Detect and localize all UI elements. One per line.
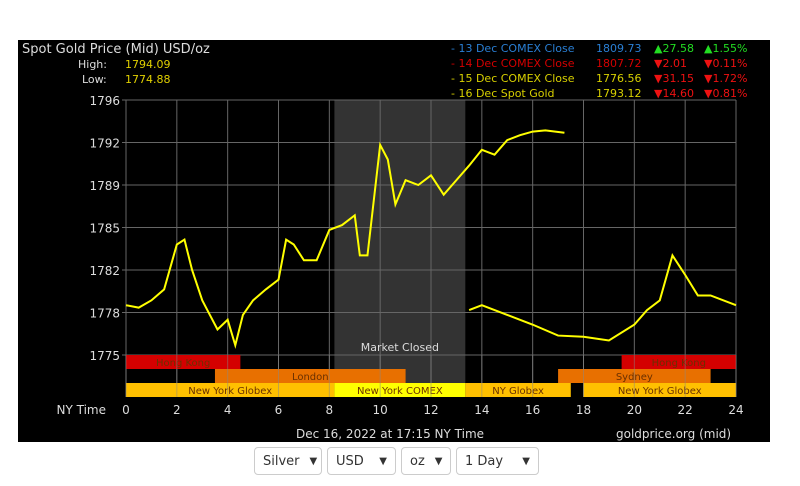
timeframe-value: 1 Day [465,453,504,469]
legend-label: - 13 Dec COMEX Close [451,42,575,55]
timeframe-select[interactable]: 1 Day ▼ [456,447,539,475]
chevron-down-icon: ▼ [522,455,530,467]
market-closed-label: Market Closed [361,341,439,354]
legend-price: 1776.56 [596,72,642,85]
legend-change: ▼2.01 [654,57,687,70]
legend-price: 1809.73 [596,42,642,55]
unit-select[interactable]: oz ▼ [401,447,451,475]
high-value: 1794.09 [125,58,171,71]
x-tick-label: 24 [728,403,743,417]
session-bar [621,355,736,369]
x-tick-label: 10 [373,403,388,417]
x-tick-label: 8 [326,403,334,417]
legend-price: 1807.72 [596,57,642,70]
legend-label: - 15 Dec COMEX Close [451,72,575,85]
x-tick-label: 22 [678,403,693,417]
session-label: New York Globex [188,386,272,397]
market-closed-band [334,100,466,397]
x-tick-label: 2 [173,403,181,417]
legend-label: - 16 Dec Spot Gold [451,87,555,100]
x-tick-label: 16 [525,403,540,417]
session-bar [465,383,571,397]
legend-change: ▲27.58 [654,42,694,55]
timestamp: Dec 16, 2022 at 17:15 NY Time [296,427,485,441]
y-tick-label: 1785 [89,222,120,236]
metal-select[interactable]: Silver ▼ [254,447,322,475]
session-bar [214,369,406,383]
chevron-down-icon: ▼ [379,455,387,467]
legend-change: ▼31.15 [654,72,694,85]
x-tick-label: 4 [224,403,232,417]
session-label: Hong Kong [156,358,210,369]
metal-value: Silver [263,453,300,469]
y-tick-label: 1782 [89,264,120,278]
legend-price: 1793.12 [596,87,642,100]
chart-panel: Spot Gold Price (Mid) USD/oz High: 1794.… [18,40,770,442]
currency-select[interactable]: USD ▼ [327,447,396,475]
high-label: High: [78,58,107,71]
legend-percent: ▼0.81% [704,87,748,100]
y-tick-label: 1778 [89,307,120,321]
legend-percent: ▲1.55% [704,42,748,55]
legend-label: - 14 Dec COMEX Close [451,57,575,70]
session-bar [126,383,335,397]
x-tick-label: 20 [627,403,642,417]
legend-percent: ▼1.72% [704,72,748,85]
controls: Silver ▼ USD ▼ oz ▼ 1 Day ▼ [254,447,539,475]
session-label: New York Globex [618,386,702,397]
x-tick-label: 12 [423,403,438,417]
x-tick-label: 6 [275,403,283,417]
low-value: 1774.88 [125,73,171,86]
session-bar [583,383,736,397]
y-tick-label: 1789 [89,179,120,193]
price-line [125,129,565,350]
x-axis-label: NY Time [57,403,107,417]
chart-title: Spot Gold Price (Mid) USD/oz [22,42,210,57]
session-label: Hong Kong [652,358,706,369]
chevron-down-icon: ▼ [309,455,318,467]
x-tick-label: 14 [474,403,489,417]
unit-value: oz [410,453,425,469]
legend-percent: ▼0.11% [704,57,748,70]
y-tick-label: 1775 [89,349,120,363]
session-label: NY Globex [492,386,544,397]
legend-change: ▼14.60 [654,87,694,100]
y-tick-label: 1796 [89,94,120,108]
currency-value: USD [336,453,364,469]
source-label: goldprice.org (mid) [616,427,732,441]
session-label: London [292,372,329,383]
x-tick-label: 0 [122,403,130,417]
low-label: Low: [82,73,107,86]
session-label: New York COMEX [357,386,443,397]
chevron-down-icon: ▼ [434,455,443,467]
x-tick-label: 18 [576,403,591,417]
y-tick-label: 1792 [89,137,120,151]
price-line [468,253,737,342]
session-bar [334,383,466,397]
session-bar [126,355,241,369]
